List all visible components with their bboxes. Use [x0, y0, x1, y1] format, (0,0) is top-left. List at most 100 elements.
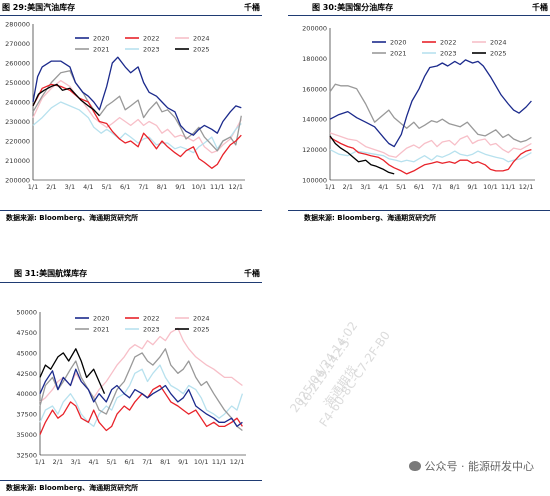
chart-svg-gasoline: 200000 210000 220000 230000 240000 250000 2600… — [5, 21, 245, 191]
wechat-footer: 公众号 · 能源研发中心 — [408, 458, 535, 474]
legend-label: 2025 — [193, 325, 210, 333]
title-rule — [288, 15, 550, 16]
x-tick-label: 11/1 — [210, 183, 225, 191]
y-tick-label: 240000 — [5, 99, 30, 107]
legend-label: 2024 — [193, 314, 210, 322]
chart-title: 图 29:美国汽油库存 — [2, 3, 76, 12]
x-tick-label: 12/1 — [519, 183, 534, 191]
y-tick-label: 220000 — [5, 138, 30, 146]
chart-unit: 千桶 — [532, 3, 548, 12]
legend-label: 2023 — [143, 325, 160, 333]
x-tick-label: 1/1 — [35, 458, 45, 466]
x-tick-label: 2/1 — [46, 183, 56, 191]
chart-panel-gasoline: 图 29:美国汽油库存 千桶 200000 210000 220000 230000 2… — [0, 0, 262, 225]
x-tick-label: 10/1 — [192, 183, 207, 191]
legend-label: 2025 — [490, 49, 507, 57]
axes: 32500 35000 37500 40000 42500 45000 47500 50000… — [16, 309, 246, 466]
y-tick-label: 250000 — [5, 79, 30, 87]
x-tick-label: 5/1 — [106, 458, 116, 466]
legend-label: 2020 — [390, 38, 407, 46]
x-tick-label: 3/1 — [360, 183, 370, 191]
source-rule — [288, 210, 550, 211]
series-line-2022 — [32, 83, 242, 169]
x-tick-label: 8/1 — [157, 183, 167, 191]
legend-label: 2021 — [390, 49, 407, 57]
series-line-2024 — [39, 327, 243, 403]
wechat-label: 公众号 · 能源研发中心 — [424, 460, 535, 473]
chart-title: 图 31:美国航煤库存 — [14, 269, 88, 278]
y-tick-label: 180000 — [302, 55, 327, 63]
watermark: 2025/04/24 14:02 10.219.142.5 F4-60-8C-C… — [270, 319, 420, 450]
legend-label: 2022 — [143, 314, 160, 322]
y-tick-label: 100000 — [302, 177, 327, 185]
series-line-2025 — [39, 348, 106, 394]
x-tick-label: 5/1 — [396, 183, 406, 191]
legend-label: 2021 — [93, 45, 110, 53]
x-tick-label: 11/1 — [212, 458, 227, 466]
legend-label: 2023 — [143, 45, 160, 53]
x-tick-label: 12/1 — [228, 183, 243, 191]
chart-title: 图 30:美国馏分油库存 — [312, 3, 394, 12]
legend-label: 2025 — [193, 45, 210, 53]
x-tick-label: 6/1 — [414, 183, 424, 191]
series-line-2021 — [39, 348, 243, 432]
x-tick-label: 2/1 — [53, 458, 63, 466]
chart-svg-distillate: 100000 120000 140000 160000 180000 200000 1/1 2… — [302, 25, 535, 191]
legend: 2020 2022 2024 2021 2023 2025 — [75, 314, 210, 333]
y-tick-label: 230000 — [5, 118, 30, 126]
chart-source: 数据来源: Bloomberg、海通期货研究所 — [6, 484, 139, 492]
legend-label: 2024 — [490, 38, 507, 46]
x-tick-label: 8/1 — [450, 183, 460, 191]
y-tick-label: 260000 — [5, 60, 30, 68]
y-tick-label: 47500 — [16, 329, 37, 337]
x-tick-label: 7/1 — [138, 183, 148, 191]
x-tick-label: 12/1 — [230, 458, 245, 466]
x-tick-label: 9/1 — [467, 183, 477, 191]
x-tick-label: 6/1 — [120, 183, 130, 191]
legend-label: 2020 — [93, 34, 110, 42]
x-tick-label: 10/1 — [483, 183, 498, 191]
legend-label: 2022 — [440, 38, 457, 46]
chart-unit: 千桶 — [244, 3, 260, 12]
x-tick-label: 1/1 — [28, 183, 38, 191]
chart-panel-distillate: 图 30:美国馏分油库存 千桶 100000 120000 140000 160000… — [288, 0, 550, 225]
title-rule — [0, 282, 262, 283]
legend-label: 2022 — [143, 34, 160, 42]
x-tick-label: 9/1 — [175, 183, 185, 191]
series-line-2023 — [329, 149, 532, 163]
series-line-2023 — [39, 364, 244, 428]
legend-label: 2024 — [193, 34, 210, 42]
series-line-2023 — [32, 101, 242, 154]
chart-source: 数据来源: Bloomberg、海通期货研究所 — [304, 214, 437, 222]
axes: 100000 120000 140000 160000 180000 200000 1/1 2… — [302, 25, 535, 191]
y-tick-label: 280000 — [5, 21, 30, 29]
series-line-2020 — [329, 59, 532, 148]
x-tick-label: 7/1 — [432, 183, 442, 191]
y-tick-label: 200000 — [5, 177, 30, 185]
axes: 200000 210000 220000 230000 240000 250000 2600… — [5, 21, 245, 191]
series-line-2025 — [32, 83, 100, 117]
chart-panel-jetfuel: 图 31:美国航煤库存 千桶 32500 35000 37500 40000 42500… — [0, 262, 262, 496]
x-tick-label: 1/1 — [325, 183, 335, 191]
x-tick-label: 4/1 — [83, 183, 93, 191]
source-rule — [0, 210, 262, 211]
legend: 2020 2022 2024 2021 2023 2025 — [372, 38, 507, 57]
x-tick-label: 11/1 — [501, 183, 516, 191]
series-line-2021 — [329, 83, 532, 143]
x-tick-label: 4/1 — [378, 183, 388, 191]
y-tick-label: 40000 — [16, 390, 37, 398]
y-tick-label: 37500 — [16, 411, 37, 419]
series-line-2022 — [329, 136, 532, 175]
legend-label: 2020 — [93, 314, 110, 322]
source-rule — [0, 480, 262, 481]
x-tick-label: 10/1 — [194, 458, 209, 466]
x-tick-label: 5/1 — [102, 183, 112, 191]
series-line-2024 — [329, 132, 532, 158]
wechat-icon — [408, 461, 421, 471]
y-tick-label: 270000 — [5, 40, 30, 48]
series-line-2025 — [329, 135, 395, 175]
legend-label: 2021 — [93, 325, 110, 333]
legend-label: 2023 — [440, 49, 457, 57]
series-line-2020 — [32, 56, 242, 136]
chart-unit: 千桶 — [244, 269, 260, 278]
